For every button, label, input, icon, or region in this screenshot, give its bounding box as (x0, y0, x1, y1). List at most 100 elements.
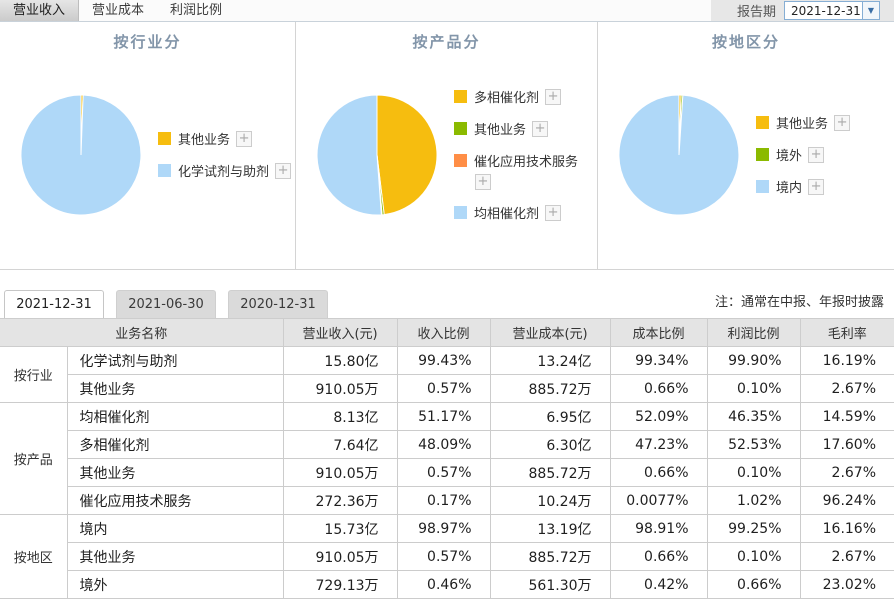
date-tab-2020-12-31[interactable]: 2020-12-31 (228, 290, 328, 318)
table-row: 按产品 均相催化剂 8.13亿 51.17% 6.95亿 52.09% 46.35% 14.5… (0, 402, 894, 515)
cell-value: 0.57% (396, 542, 491, 571)
cell-value: 14.59% (799, 402, 894, 431)
cell-value: 0.46% (396, 570, 491, 599)
cell-value: 7.64亿 (282, 430, 398, 459)
cell-value: 16.16% (799, 514, 894, 543)
col-header-营业成本(元): 营业成本(元) (489, 318, 611, 347)
pie-slice-多相催化剂[interactable] (376, 93, 438, 215)
legend-swatch-icon (454, 206, 467, 219)
add-to-compare-icon[interactable]: + (808, 178, 825, 195)
report-period-select[interactable]: 2021-12-31 ▼ (784, 1, 880, 20)
cell-value: 15.73亿 (282, 514, 398, 543)
legend-label: 多相催化剂 (474, 91, 540, 106)
cell-business-name: 均相催化剂 (66, 402, 284, 431)
legend-swatch-icon (756, 180, 769, 193)
add-to-compare-icon[interactable]: + (475, 174, 491, 190)
col-header-业务名称: 业务名称 (0, 318, 284, 347)
cell-value: 1.02% (706, 486, 801, 515)
add-to-compare-icon[interactable]: + (275, 162, 292, 179)
legend-swatch-icon (756, 116, 769, 129)
date-tab-2021-06-30[interactable]: 2021-06-30 (116, 290, 216, 318)
cell-value: 885.72万 (489, 542, 611, 571)
main-tab-营业收入[interactable]: 营业收入 (0, 0, 80, 21)
date-tab-2021-12-31[interactable]: 2021-12-31 (4, 290, 104, 318)
add-to-compare-icon[interactable]: + (545, 88, 562, 105)
cell-value: 0.10% (706, 374, 801, 403)
cell-value: 0.66% (706, 570, 801, 599)
col-header-利润比例: 利润比例 (706, 318, 801, 347)
cell-value: 16.19% (799, 346, 894, 375)
cell-value: 0.0077% (609, 486, 708, 515)
revenue-breakdown-table: 业务名称 营业收入(元) 收入比例 营业成本(元) 成本比例 利润比例 毛利率 按行业 化学试… (0, 318, 894, 599)
legend-item-化学试剂与助剂: 化学试剂与助剂 + (158, 161, 295, 180)
panel-body: 其他业务 + 境外 + 境内 + (598, 52, 894, 257)
pie-chart-panels: 按行业分 其他业务 + 化学试剂与助剂 + 按产品分 多相催化剂 + 其他业务 + 催化应用技术服务… (0, 22, 894, 270)
cell-value: 17.60% (799, 430, 894, 459)
pie-chart (316, 93, 438, 215)
col-header-营业收入(元): 营业收入(元) (282, 318, 398, 347)
cell-value: 729.13万 (282, 570, 398, 599)
panel-title: 按行业分 (113, 33, 182, 51)
table-row: 多相催化剂 7.64亿 48.09% 6.30亿 47.23% 52.53% 17.60% (0, 430, 894, 459)
cell-value: 885.72万 (489, 374, 611, 403)
table-row: 其他业务 910.05万 0.57% 885.72万 0.66% 0.10% 2.67% (0, 542, 894, 571)
pie-slice-均相催化剂[interactable] (316, 93, 382, 215)
report-period-value: 2021-12-31 (791, 4, 861, 18)
main-tab-利润比例[interactable]: 利润比例 (170, 3, 223, 18)
pie-chart (20, 93, 142, 215)
legend-item-境内: 境内 + (756, 177, 888, 196)
date-tabs: 2021-12-31 2021-06-30 2020-12-31 (4, 290, 340, 318)
legend-item-多相催化剂: 多相催化剂 + (454, 87, 586, 106)
legend-item-其他业务: 其他业务 + (158, 129, 295, 148)
cell-business-name: 其他业务 (67, 542, 284, 571)
disclosure-note: 注：通常在中报、年报时披露 (714, 295, 884, 310)
legend-swatch-icon (158, 132, 171, 145)
cell-value: 99.90% (706, 346, 801, 375)
date-tab-row: 2021-12-31 2021-06-30 2020-12-31 注：通常在中报、年… (0, 288, 894, 318)
legend-swatch-icon (454, 154, 467, 167)
table-row: 其他业务 910.05万 0.57% 885.72万 0.66% 0.10% 2.67% (0, 374, 894, 403)
table-row: 按行业 化学试剂与助剂 15.80亿 99.43% 13.24亿 99.34% 99.90%… (0, 346, 894, 403)
legend-item-均相催化剂: 均相催化剂 + (454, 203, 586, 222)
cell-value: 6.30亿 (489, 430, 611, 459)
cell-value: 910.05万 (282, 374, 398, 403)
legend-swatch-icon (454, 122, 467, 135)
row-group-按行业: 按行业 (0, 346, 68, 403)
col-header-毛利率: 毛利率 (799, 318, 894, 347)
cell-business-name: 催化应用技术服务 (67, 486, 284, 515)
add-to-compare-icon[interactable]: + (808, 146, 825, 163)
col-header-收入比例: 收入比例 (396, 318, 491, 347)
cell-value: 99.43% (396, 346, 491, 375)
cell-value: 2.67% (799, 542, 894, 571)
add-to-compare-icon[interactable]: + (236, 130, 253, 147)
main-tabs: 营业收入 营业成本 利润比例 (0, 0, 235, 21)
panel-title: 按产品分 (412, 33, 481, 51)
legend-swatch-icon (158, 164, 171, 177)
chart-panel-按产品分: 按产品分 多相催化剂 + 其他业务 + 催化应用技术服务 + 均相催化剂 + (295, 22, 597, 269)
cell-value: 0.57% (396, 458, 491, 487)
legend-swatch-icon (454, 90, 467, 103)
legend-label: 均相催化剂 (474, 207, 540, 222)
chevron-down-icon[interactable]: ▼ (862, 2, 879, 19)
cell-value: 13.24亿 (489, 346, 611, 375)
cell-value: 98.97% (396, 514, 491, 543)
col-header-成本比例: 成本比例 (609, 318, 708, 347)
add-to-compare-icon[interactable]: + (545, 204, 562, 221)
cell-value: 0.42% (609, 570, 708, 599)
pie-slice-化学试剂与助剂[interactable] (20, 93, 142, 215)
cell-value: 99.25% (706, 514, 801, 543)
add-to-compare-icon[interactable]: + (834, 114, 851, 131)
table-row: 其他业务 910.05万 0.57% 885.72万 0.66% 0.10% 2.67% (0, 458, 894, 487)
add-to-compare-icon[interactable]: + (532, 120, 549, 137)
cell-value: 52.09% (609, 402, 708, 431)
legend-label: 催化应用技术服务 (474, 155, 579, 170)
pie-slice-境内[interactable] (618, 93, 740, 215)
table-row: 催化应用技术服务 272.36万 0.17% 10.24万 0.0077% 1.02% 96… (0, 486, 894, 515)
cell-value: 885.72万 (489, 458, 611, 487)
table-header-row: 业务名称 营业收入(元) 收入比例 营业成本(元) 成本比例 利润比例 毛利率 (0, 318, 894, 347)
main-tab-营业成本[interactable]: 营业成本 (92, 3, 145, 18)
legend-item-催化应用技术服务: 催化应用技术服务 + (454, 151, 586, 190)
cell-business-name: 其他业务 (67, 374, 284, 403)
cell-value: 98.91% (609, 514, 708, 543)
cell-value: 2.67% (799, 458, 894, 487)
